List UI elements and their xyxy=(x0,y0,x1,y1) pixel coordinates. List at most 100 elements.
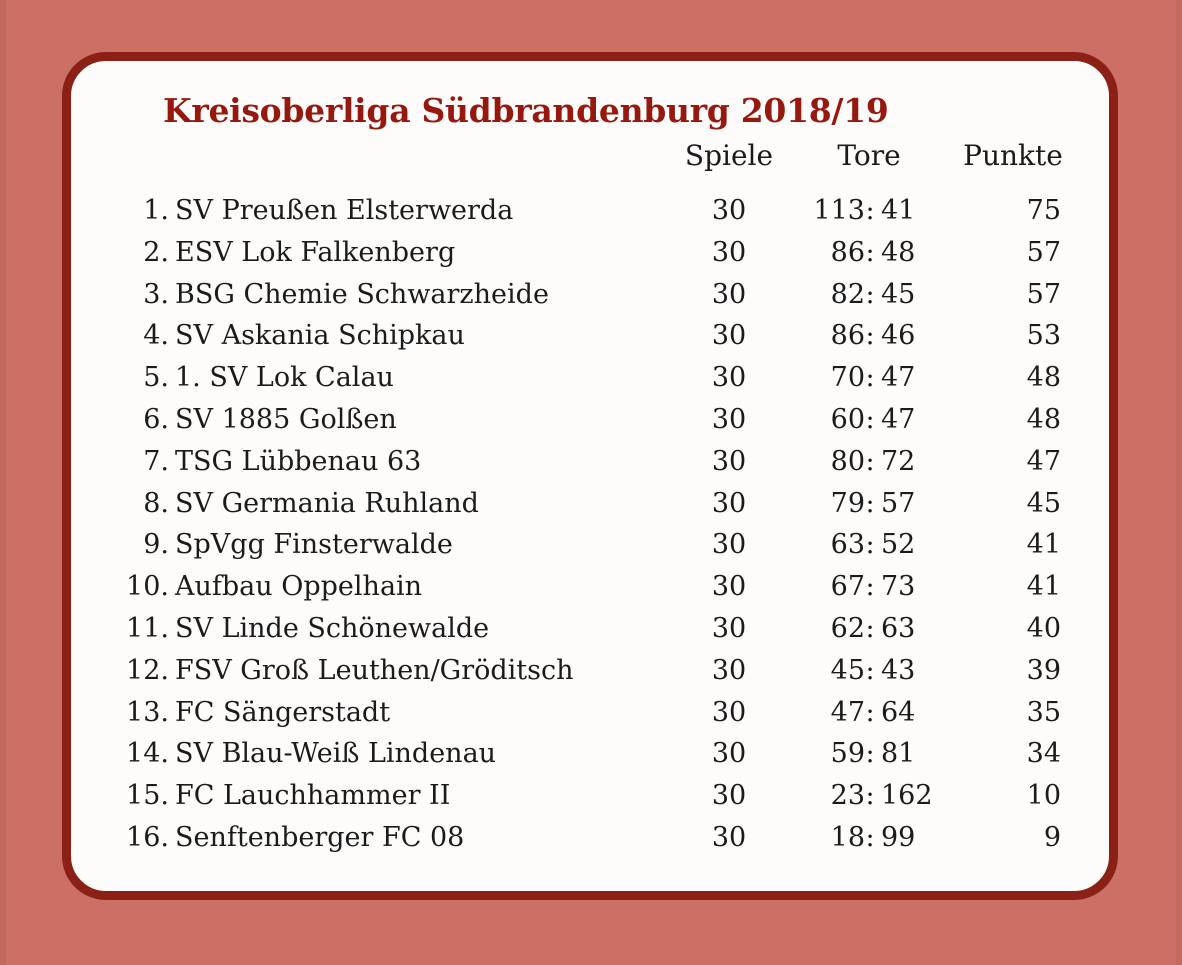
table-row: 14. SV Blau-Weiß Lindenau 30 59:81 34 xyxy=(71,738,1109,780)
row-goals-separator: : xyxy=(865,445,875,477)
row-team-name: BSG Chemie Schwarzheide xyxy=(175,278,549,310)
row-goals-for: 113 xyxy=(813,195,865,226)
table-body: 1. SV Preußen Elsterwerda 30 113:41 75 2. ESV … xyxy=(71,195,1109,864)
row-points: 34 xyxy=(1026,738,1061,770)
row-games-played: 30 xyxy=(711,780,747,812)
row-goals-against: 43 xyxy=(881,654,916,686)
row-games-played: 30 xyxy=(711,320,747,352)
row-games-played: 30 xyxy=(711,612,747,644)
row-rank: 5. xyxy=(143,362,169,394)
row-goals-for: 79 xyxy=(830,487,865,519)
row-goals-for: 80 xyxy=(830,445,865,477)
table-row: 13. FC Sängerstadt 30 47:64 35 xyxy=(71,697,1109,739)
row-goals-against: 47 xyxy=(881,403,916,435)
table-row: 11. SV Linde Schönewalde 30 62:63 40 xyxy=(71,613,1109,655)
table-row: 16. Senftenberger FC 08 30 18:99 9 xyxy=(71,822,1109,864)
row-games-played: 30 xyxy=(711,696,747,728)
row-games-played: 30 xyxy=(711,738,747,770)
row-games-played: 30 xyxy=(711,403,747,435)
row-goals-separator: : xyxy=(865,403,875,435)
row-goals-against: 99 xyxy=(881,821,916,853)
table-header-row: Spiele Tore Punkte xyxy=(71,139,1109,183)
row-points: 47 xyxy=(1026,445,1061,477)
table-row: 12. FSV Groß Leuthen/Gröditsch 30 45:43 39 xyxy=(71,655,1109,697)
row-goals-against: 73 xyxy=(881,571,916,603)
row-points: 41 xyxy=(1026,529,1061,561)
table-row: 3. BSG Chemie Schwarzheide 30 82:45 57 xyxy=(71,279,1109,321)
row-goals-against: 63 xyxy=(881,612,916,644)
row-goals-separator: : xyxy=(865,821,875,853)
row-team-name: FC Sängerstadt xyxy=(175,696,391,728)
row-goals-for: 67 xyxy=(830,571,865,603)
row-goals-separator: : xyxy=(865,696,875,728)
row-team-name: SV Preußen Elsterwerda xyxy=(175,195,514,226)
row-points: 57 xyxy=(1026,236,1061,268)
row-points: 40 xyxy=(1026,612,1061,644)
row-team-name: SpVgg Finsterwalde xyxy=(175,529,453,561)
row-rank: 13. xyxy=(126,696,169,728)
table-row: 7. TSG Lübbenau 63 30 80:72 47 xyxy=(71,446,1109,488)
row-goals-against: 41 xyxy=(881,195,916,226)
league-standings-table: Spiele Tore Punkte 1. SV Preußen Elsterwe… xyxy=(71,139,1109,864)
table-row: 5. 1. SV Lok Calau 30 70:47 48 xyxy=(71,362,1109,404)
row-team-name: TSG Lübbenau 63 xyxy=(175,445,422,477)
row-goals-for: 62 xyxy=(830,612,865,644)
table-row: 9. SpVgg Finsterwalde 30 63:52 41 xyxy=(71,529,1109,571)
row-goals-for: 86 xyxy=(830,236,865,268)
row-goals-separator: : xyxy=(865,654,875,686)
row-team-name: SV Askania Schipkau xyxy=(175,320,465,352)
column-header-points: Punkte xyxy=(963,139,1063,172)
row-games-played: 30 xyxy=(711,571,747,603)
row-points: 41 xyxy=(1026,571,1061,603)
row-goals-separator: : xyxy=(865,780,875,812)
row-rank: 4. xyxy=(143,320,169,352)
table-row: 1. SV Preußen Elsterwerda 30 113:41 75 xyxy=(71,195,1109,237)
row-team-name: 1. SV Lok Calau xyxy=(175,362,394,394)
row-goals-against: 46 xyxy=(881,320,916,352)
row-rank: 9. xyxy=(143,529,169,561)
row-team-name: Aufbau Oppelhain xyxy=(175,571,423,603)
row-points: 35 xyxy=(1026,696,1061,728)
page-title: Kreisoberliga Südbrandenburg 2018/19 xyxy=(163,91,889,130)
table-row: 4. SV Askania Schipkau 30 86:46 53 xyxy=(71,320,1109,362)
row-goals-against: 162 xyxy=(881,780,933,812)
row-rank: 7. xyxy=(143,445,169,477)
row-rank: 11. xyxy=(126,612,169,644)
row-goals-for: 63 xyxy=(830,529,865,561)
row-rank: 8. xyxy=(143,487,169,519)
table-row: 6. SV 1885 Golßen 30 60:47 48 xyxy=(71,404,1109,446)
row-rank: 15. xyxy=(126,780,169,812)
row-goals-separator: : xyxy=(865,236,875,268)
row-team-name: SV Blau-Weiß Lindenau xyxy=(175,738,497,770)
row-goals-separator: : xyxy=(865,487,875,519)
row-goals-against: 47 xyxy=(881,362,916,394)
row-points: 75 xyxy=(1026,195,1061,226)
row-team-name: SV Germania Ruhland xyxy=(175,487,479,519)
row-rank: 2. xyxy=(143,236,169,268)
row-games-played: 30 xyxy=(711,236,747,268)
row-points: 45 xyxy=(1026,487,1061,519)
row-rank: 1. xyxy=(143,195,169,226)
row-goals-separator: : xyxy=(865,320,875,352)
row-goals-for: 45 xyxy=(830,654,865,686)
row-goals-against: 48 xyxy=(881,236,916,268)
row-goals-for: 47 xyxy=(830,696,865,728)
table-row: 8. SV Germania Ruhland 30 79:57 45 xyxy=(71,488,1109,530)
row-points: 39 xyxy=(1026,654,1061,686)
league-table-card: Kreisoberliga Südbrandenburg 2018/19 Spi… xyxy=(62,52,1118,900)
row-games-played: 30 xyxy=(711,362,747,394)
row-goals-against: 81 xyxy=(881,738,916,770)
row-goals-separator: : xyxy=(865,571,875,603)
row-games-played: 30 xyxy=(711,487,747,519)
row-points: 10 xyxy=(1026,780,1061,812)
row-goals-for: 18 xyxy=(830,821,865,853)
row-goals-for: 70 xyxy=(830,362,865,394)
row-rank: 16. xyxy=(126,821,169,853)
column-header-games: Spiele xyxy=(684,139,774,172)
row-games-played: 30 xyxy=(711,821,747,853)
row-goals-against: 72 xyxy=(881,445,916,477)
row-rank: 12. xyxy=(126,654,169,686)
row-goals-separator: : xyxy=(865,612,875,644)
row-goals-separator: : xyxy=(865,529,875,561)
row-goals-against: 52 xyxy=(881,529,916,561)
